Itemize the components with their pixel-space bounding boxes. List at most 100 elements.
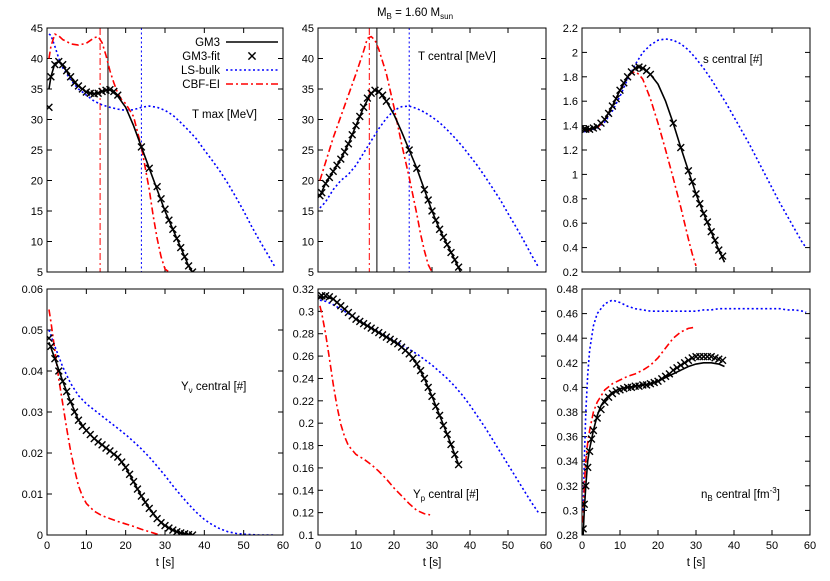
x-tick-label: 50	[766, 540, 778, 552]
fit-marker	[718, 356, 727, 365]
y-tick-label: 0.01	[22, 489, 43, 501]
y-tick-label: 0.14	[293, 485, 314, 497]
panel-frame	[317, 288, 547, 536]
fit-marker	[62, 387, 71, 396]
y-tick-label: 0.4	[563, 243, 578, 255]
fit-marker	[582, 125, 588, 134]
panel-scentral: 0.2 0.4 0.6 0.8 1 1.2 1.4 1.6 1.8 2 2.2 s central […	[563, 23, 811, 279]
fit-marker	[447, 440, 455, 449]
fit-marker	[47, 342, 55, 351]
y-tick-label: 25	[31, 145, 43, 157]
fit-marker	[74, 416, 83, 425]
y-tick-label: 1.6	[563, 96, 578, 108]
fit-marker	[157, 194, 165, 203]
fit-marker	[616, 86, 624, 95]
y-tick-label: 0	[37, 530, 43, 542]
legend-entry-ls: LS-bulk	[181, 65, 278, 77]
fit-marker	[47, 103, 53, 112]
fit-marker	[161, 521, 169, 530]
y-tick-label: 0.28	[293, 329, 314, 341]
fit-marker	[165, 524, 173, 532]
fit-marker	[359, 319, 368, 328]
fit-marker	[431, 402, 440, 411]
fit-marker	[409, 354, 417, 363]
legend-entry-gm3: GM3	[195, 37, 278, 49]
y-tick-label: 0.42	[557, 358, 578, 370]
series-line-ls	[582, 299, 807, 511]
fit-marker	[348, 130, 357, 139]
fit-marker	[680, 358, 689, 367]
fit-marker	[654, 377, 662, 386]
legend-label: GM3	[195, 37, 220, 49]
fit-marker	[638, 64, 647, 73]
y-tick-label: 0.04	[22, 366, 43, 378]
y-tick-label: 0.3	[563, 505, 578, 517]
fit-marker	[695, 199, 704, 208]
fit-marker	[363, 322, 372, 330]
fit-marker	[129, 477, 138, 486]
legend-entry-fit: GM3-fit	[182, 51, 257, 63]
series-line-cbf	[319, 35, 433, 272]
fit-marker	[646, 70, 655, 79]
fit-marker	[137, 143, 146, 151]
y-tick-label: 0.28	[557, 530, 578, 542]
series-line-gm3	[48, 342, 193, 535]
x-tick-label: 20	[652, 540, 664, 552]
fit-marker	[145, 164, 154, 173]
fit-marker	[600, 115, 609, 124]
x-tick-label: 10	[80, 540, 92, 552]
fit-marker	[718, 252, 727, 261]
fit-marker	[172, 234, 181, 243]
y-tick-label: 0.48	[557, 284, 578, 296]
fit-marker	[439, 233, 448, 242]
series-line-cbf	[582, 326, 697, 523]
fit-marker	[424, 383, 433, 392]
panel-frame	[317, 27, 547, 273]
fit-marker	[58, 377, 67, 386]
fit-marker	[604, 109, 613, 118]
fit-marker	[382, 333, 391, 341]
x-tick-label: 10	[614, 540, 626, 552]
fit-marker	[355, 112, 364, 121]
plot-area	[318, 28, 540, 272]
y-tick-label: 2	[572, 47, 578, 59]
fit-marker	[378, 330, 387, 339]
fit-marker	[125, 470, 134, 479]
fit-marker	[684, 356, 693, 365]
series-line-cbf	[583, 71, 697, 267]
fit-marker	[589, 426, 598, 435]
fit-marker	[47, 72, 55, 81]
series-line-ls	[48, 329, 276, 535]
fit-marker	[669, 119, 678, 128]
x-tick-label: 0	[579, 540, 585, 552]
x-tick-label: 60	[540, 540, 552, 552]
x-tick-label: 60	[277, 540, 289, 552]
x-tick-label: 20	[120, 540, 132, 552]
y-tick-label: 0.34	[557, 456, 578, 468]
y-tick-label: 0.32	[557, 481, 578, 493]
y-tick-label: 0.2	[563, 267, 578, 279]
y-tick-label: 5	[37, 267, 43, 279]
fit-marker	[188, 268, 197, 272]
x-tick-label: 30	[159, 540, 171, 552]
x-tick-label: 50	[238, 540, 250, 552]
fit-marker	[70, 408, 79, 416]
fit-marker	[428, 392, 436, 401]
x-tick-label: 10	[350, 540, 362, 552]
panel-tcentral: 5 10 15 20 25 30 35 40 45 T central [MeV]	[302, 23, 547, 279]
fit-marker	[439, 421, 448, 430]
x-axis-label: t [s]	[687, 557, 706, 569]
series-line-gm3	[583, 66, 726, 263]
fit-marker	[66, 397, 75, 406]
x-tick-label: 30	[426, 540, 438, 552]
fit-marker	[412, 164, 421, 173]
y-tick-label: 0.03	[22, 407, 43, 419]
fit-marker	[180, 529, 189, 535]
fit-marker	[454, 263, 463, 272]
fit-marker	[600, 398, 609, 407]
x-tick-label: 50	[502, 540, 514, 552]
fit-marker	[188, 531, 197, 535]
panel-tmax: 5 10 15 20 25 30 35 40 45 T max [MeV]	[31, 23, 284, 279]
panel-nb: 0 10 20 30 40 50 60 0.28 0.3 0.32 0.34 0.36 0.38 0.4 0…	[557, 284, 817, 569]
panel-label: Yν central [#]	[181, 381, 246, 395]
